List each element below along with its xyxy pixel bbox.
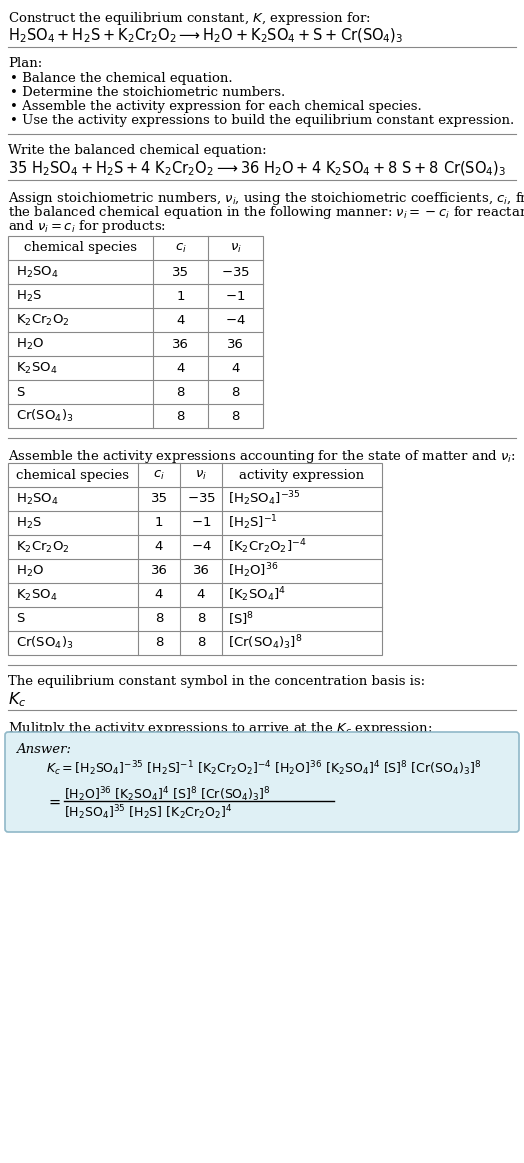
Text: $\mathrm{Cr(SO_4)_3}$: $\mathrm{Cr(SO_4)_3}$	[16, 635, 73, 651]
Text: activity expression: activity expression	[239, 469, 365, 481]
Text: $35\ \mathrm{H_2SO_4 + H_2S + 4\ K_2Cr_2O_2} \longrightarrow 36\ \mathrm{H_2O + : $35\ \mathrm{H_2SO_4 + H_2S + 4\ K_2Cr_2…	[8, 160, 506, 178]
Text: $c_i$: $c_i$	[174, 242, 187, 255]
Text: $c_i$: $c_i$	[153, 469, 165, 481]
Text: $[\mathrm{Cr(SO_4)_3}]^{8}$: $[\mathrm{Cr(SO_4)_3}]^{8}$	[228, 634, 302, 652]
Text: $-1$: $-1$	[191, 516, 211, 529]
Text: $-35$: $-35$	[187, 492, 215, 506]
Bar	[8, 236, 263, 428]
Text: S: S	[16, 385, 25, 399]
Text: 8: 8	[155, 636, 163, 649]
Text: 36: 36	[150, 564, 168, 578]
Text: 35: 35	[150, 492, 168, 506]
Text: 4: 4	[155, 588, 163, 601]
Text: $\mathrm{H_2S}$: $\mathrm{H_2S}$	[16, 515, 42, 530]
Text: • Determine the stoichiometric numbers.: • Determine the stoichiometric numbers.	[10, 86, 285, 99]
Text: $-1$: $-1$	[225, 290, 246, 302]
Bar	[8, 463, 382, 655]
Text: $=$: $=$	[46, 793, 61, 808]
Text: the balanced chemical equation in the following manner: $\nu_i = -c_i$ for react: the balanced chemical equation in the fo…	[8, 204, 524, 221]
Text: Mulitply the activity expressions to arrive at the $K_c$ expression:: Mulitply the activity expressions to arr…	[8, 720, 432, 737]
Text: $\mathrm{K_2Cr_2O_2}$: $\mathrm{K_2Cr_2O_2}$	[16, 313, 70, 328]
Text: $[\mathrm{K_2SO_4}]^{4}$: $[\mathrm{K_2SO_4}]^{4}$	[228, 586, 286, 605]
Text: 8: 8	[155, 613, 163, 626]
FancyBboxPatch shape	[5, 732, 519, 832]
Text: $[\mathrm{H_2SO_4}]^{35}\ [\mathrm{H_2S}]\ [\mathrm{K_2Cr_2O_2}]^{4}$: $[\mathrm{H_2SO_4}]^{35}\ [\mathrm{H_2S}…	[64, 802, 233, 822]
Text: $\mathrm{H_2O}$: $\mathrm{H_2O}$	[16, 563, 44, 578]
Text: 8: 8	[176, 385, 184, 399]
Text: 36: 36	[172, 337, 189, 350]
Text: chemical species: chemical species	[24, 242, 137, 255]
Text: $\mathrm{Cr(SO_4)_3}$: $\mathrm{Cr(SO_4)_3}$	[16, 408, 73, 424]
Text: $\mathrm{K_2Cr_2O_2}$: $\mathrm{K_2Cr_2O_2}$	[16, 540, 70, 555]
Text: $\mathrm{H_2SO_4 + H_2S + K_2Cr_2O_2} \longrightarrow \mathrm{H_2O + K_2SO_4 + S: $\mathrm{H_2SO_4 + H_2S + K_2Cr_2O_2} \l…	[8, 27, 403, 45]
Text: $K_c$: $K_c$	[8, 690, 26, 708]
Text: $-4$: $-4$	[225, 314, 246, 327]
Text: • Assemble the activity expression for each chemical species.: • Assemble the activity expression for e…	[10, 100, 422, 113]
Text: Answer:: Answer:	[16, 743, 71, 756]
Text: $\mathrm{K_2SO_4}$: $\mathrm{K_2SO_4}$	[16, 361, 57, 376]
Text: $\mathrm{H_2SO_4}$: $\mathrm{H_2SO_4}$	[16, 492, 59, 507]
Text: Plan:: Plan:	[8, 57, 42, 70]
Text: $K_c = [\mathrm{H_2SO_4}]^{-35}\ [\mathrm{H_2S}]^{-1}\ [\mathrm{K_2Cr_2O_2}]^{-4: $K_c = [\mathrm{H_2SO_4}]^{-35}\ [\mathr…	[46, 759, 481, 778]
Text: 1: 1	[176, 290, 185, 302]
Text: $[\mathrm{S}]^{8}$: $[\mathrm{S}]^{8}$	[228, 611, 254, 628]
Text: and $\nu_i = c_i$ for products:: and $\nu_i = c_i$ for products:	[8, 217, 166, 235]
Text: $[\mathrm{H_2O}]^{36}\ [\mathrm{K_2SO_4}]^{4}\ [\mathrm{S}]^{8}\ [\mathrm{Cr(SO_: $[\mathrm{H_2O}]^{36}\ [\mathrm{K_2SO_4}…	[64, 785, 271, 804]
Text: 35: 35	[172, 265, 189, 278]
Text: $\mathrm{H_2O}$: $\mathrm{H_2O}$	[16, 336, 44, 351]
Text: $\mathrm{H_2SO_4}$: $\mathrm{H_2SO_4}$	[16, 264, 59, 279]
Text: 1: 1	[155, 516, 163, 529]
Text: $\mathrm{H_2S}$: $\mathrm{H_2S}$	[16, 288, 42, 304]
Text: $-4$: $-4$	[191, 541, 211, 554]
Text: Assign stoichiometric numbers, $\nu_i$, using the stoichiometric coefficients, $: Assign stoichiometric numbers, $\nu_i$, …	[8, 190, 524, 207]
Text: 4: 4	[176, 314, 184, 327]
Text: Write the balanced chemical equation:: Write the balanced chemical equation:	[8, 144, 267, 157]
Text: S: S	[16, 613, 25, 626]
Text: 4: 4	[155, 541, 163, 554]
Text: • Balance the chemical equation.: • Balance the chemical equation.	[10, 72, 233, 85]
Text: 8: 8	[197, 636, 205, 649]
Text: The equilibrium constant symbol in the concentration basis is:: The equilibrium constant symbol in the c…	[8, 675, 425, 688]
Text: $\nu_i$: $\nu_i$	[230, 242, 242, 255]
Text: $[\mathrm{H_2S}]^{-1}$: $[\mathrm{H_2S}]^{-1}$	[228, 514, 278, 533]
Text: $[\mathrm{H_2O}]^{36}$: $[\mathrm{H_2O}]^{36}$	[228, 562, 278, 580]
Text: 4: 4	[231, 362, 239, 374]
Text: Assemble the activity expressions accounting for the state of matter and $\nu_i$: Assemble the activity expressions accoun…	[8, 448, 516, 465]
Text: 8: 8	[231, 409, 239, 422]
Text: 8: 8	[176, 409, 184, 422]
Text: $\mathrm{K_2SO_4}$: $\mathrm{K_2SO_4}$	[16, 587, 57, 602]
Text: Construct the equilibrium constant, $K$, expression for:: Construct the equilibrium constant, $K$,…	[8, 10, 370, 27]
Text: 8: 8	[197, 613, 205, 626]
Text: 4: 4	[197, 588, 205, 601]
Text: 36: 36	[227, 337, 244, 350]
Text: $-35$: $-35$	[221, 265, 250, 278]
Text: $\nu_i$: $\nu_i$	[195, 469, 207, 481]
Text: $[\mathrm{H_2SO_4}]^{-35}$: $[\mathrm{H_2SO_4}]^{-35}$	[228, 490, 301, 508]
Text: • Use the activity expressions to build the equilibrium constant expression.: • Use the activity expressions to build …	[10, 114, 514, 127]
Text: 8: 8	[231, 385, 239, 399]
Text: chemical species: chemical species	[16, 469, 129, 481]
Text: 36: 36	[192, 564, 210, 578]
Text: $[\mathrm{K_2Cr_2O_2}]^{-4}$: $[\mathrm{K_2Cr_2O_2}]^{-4}$	[228, 537, 307, 556]
Text: 4: 4	[176, 362, 184, 374]
